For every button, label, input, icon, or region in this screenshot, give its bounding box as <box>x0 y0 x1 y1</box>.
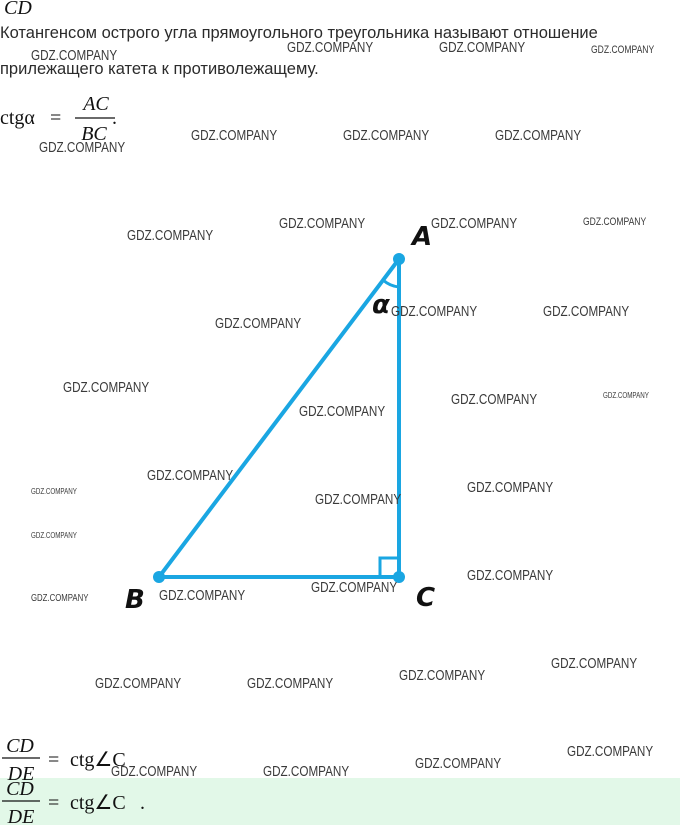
watermark: GDZ.COMPANY <box>399 667 485 684</box>
watermark: GDZ.COMPANY <box>567 743 653 760</box>
triangle-shape <box>154 253 401 579</box>
watermark: GDZ.COMPANY <box>583 216 647 228</box>
watermark: GDZ.COMPANY <box>467 479 553 496</box>
formula-end: . <box>112 107 117 129</box>
denominator: DE <box>7 763 35 785</box>
watermark: GDZ.COMPANY <box>31 531 77 540</box>
paragraph-line: Котангенсом острого угла прямоугольного … <box>0 24 598 42</box>
denominator: DE <box>7 806 35 825</box>
denominator: BC <box>81 123 107 145</box>
watermark: GDZ.COMPANY <box>551 655 637 672</box>
vertex-label: C <box>416 583 435 613</box>
numerator: CD <box>6 778 34 800</box>
numerator: CD <box>6 735 34 757</box>
formula-equals: = <box>48 792 59 814</box>
vertex-label: B <box>125 585 145 615</box>
cut-formula: CD <box>4 0 32 19</box>
vertices <box>153 253 405 583</box>
formula-lhs: ctgα <box>0 107 35 129</box>
watermark: GDZ.COMPANY <box>391 303 477 320</box>
watermarks: GDZ.COMPANY GDZ.COMPANY GDZ.COMPANY GDZ.COM… <box>31 39 655 780</box>
triangle <box>154 253 401 579</box>
watermark: GDZ.COMPANY <box>287 39 373 56</box>
watermark: GDZ.COMPANY <box>343 127 429 144</box>
watermark: GDZ.COMPANY <box>467 567 553 584</box>
watermark: GDZ.COMPANY <box>415 755 501 772</box>
watermark: GDZ.COMPANY <box>603 391 649 400</box>
formula-equals: = <box>48 749 59 771</box>
angle-arc <box>381 278 401 289</box>
numerator: AC <box>81 93 109 115</box>
vertex <box>393 253 405 265</box>
right-angle-mark <box>378 556 401 579</box>
watermark: GDZ.COMPANY <box>431 215 517 232</box>
watermark: GDZ.COMPANY <box>279 215 365 232</box>
watermark: GDZ.COMPANY <box>215 315 301 332</box>
watermark: GDZ.COMPANY <box>247 675 333 692</box>
watermark: GDZ.COMPANY <box>147 467 233 484</box>
watermark: GDZ.COMPANY <box>263 763 349 780</box>
watermark: GDZ.COMPANY <box>451 391 537 408</box>
highlight-band <box>0 778 680 825</box>
vertex-label: A <box>410 222 432 252</box>
paragraph-line: прилежащего катета к противолежащему. <box>0 60 319 78</box>
watermark: GDZ.COMPANY <box>31 487 77 496</box>
watermark: GDZ.COMPANY <box>127 227 213 244</box>
watermark: GDZ.COMPANY <box>159 587 245 604</box>
formula-rhs: ctg∠C <box>70 792 126 814</box>
watermark: GDZ.COMPANY <box>315 491 401 508</box>
watermark: GDZ.COMPANY <box>31 592 88 603</box>
watermark: GDZ.COMPANY <box>111 763 197 780</box>
watermark: GDZ.COMPANY <box>39 139 125 156</box>
watermark: GDZ.COMPANY <box>591 44 655 56</box>
watermark: GDZ.COMPANY <box>63 379 149 396</box>
watermark: GDZ.COMPANY <box>299 403 385 420</box>
watermark: GDZ.COMPANY <box>31 47 117 64</box>
watermark: GDZ.COMPANY <box>495 127 581 144</box>
formula-equals: = <box>50 107 61 129</box>
angle-label: α <box>372 290 390 320</box>
watermark: GDZ.COMPANY <box>95 675 181 692</box>
watermark: GDZ.COMPANY <box>311 579 397 596</box>
watermark: GDZ.COMPANY <box>543 303 629 320</box>
watermark: GDZ.COMPANY <box>191 127 277 144</box>
formula-rhs: ctg∠C <box>70 749 126 771</box>
vertex <box>393 571 405 583</box>
vertex <box>153 571 165 583</box>
formula-end: . <box>140 792 145 814</box>
watermark: GDZ.COMPANY <box>439 39 525 56</box>
